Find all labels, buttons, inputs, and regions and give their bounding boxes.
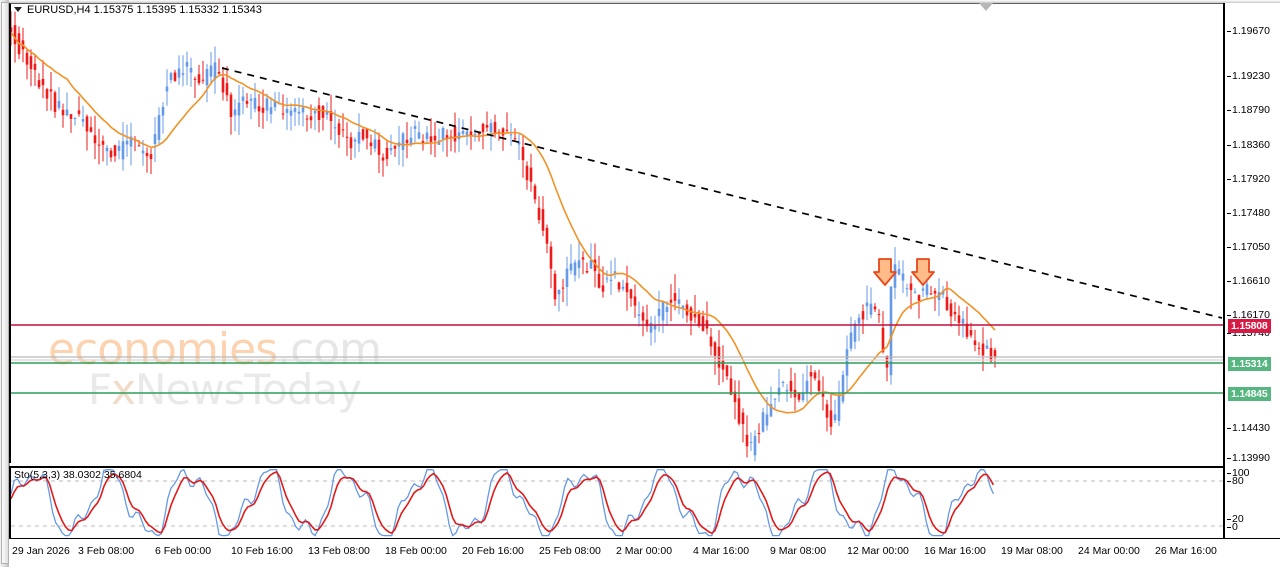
top-border-strip bbox=[9, 0, 1280, 3]
price-tick-label: 1.18790 bbox=[1227, 104, 1270, 116]
price-level-badge[interactable]: 1.14845 bbox=[1228, 387, 1271, 401]
price-tick-label: 1.16610 bbox=[1227, 275, 1270, 287]
price-tick-label: 1.19230 bbox=[1227, 70, 1270, 82]
time-tick-label: 12 Mar 00:00 bbox=[847, 545, 909, 557]
stochastic-main-line bbox=[11, 470, 995, 535]
time-tick-label: 25 Feb 08:00 bbox=[539, 545, 601, 557]
indicator-label: Sto(5,3,3) 38.0302 35.6804 bbox=[14, 469, 142, 481]
indicator-tick-label: 0 bbox=[1227, 521, 1238, 533]
vertical-scrollbar-thumb[interactable] bbox=[1, 2, 9, 564]
time-axis-strip bbox=[9, 538, 1280, 568]
time-tick-label: 19 Mar 08:00 bbox=[1001, 545, 1063, 557]
time-tick-label: 29 Jan 2026 bbox=[12, 545, 70, 557]
price-tick-label: 1.17920 bbox=[1227, 173, 1270, 185]
indicator-tick-label: 80 bbox=[1227, 475, 1244, 487]
time-tick-label: 9 Mar 08:00 bbox=[770, 545, 827, 557]
time-tick-label: 16 Mar 16:00 bbox=[924, 545, 986, 557]
moving-average-line bbox=[11, 31, 996, 414]
stochastic-signal-line bbox=[11, 468, 994, 537]
time-tick-label: 26 Mar 16:00 bbox=[1155, 545, 1217, 557]
watermark-economies: economies.com bbox=[48, 324, 382, 375]
price-tick-label: 1.14430 bbox=[1227, 422, 1270, 434]
price-tick-label: 1.13990 bbox=[1227, 452, 1270, 464]
pane-splitter-triangle-icon[interactable] bbox=[979, 3, 993, 11]
price-tick-label: 1.16170 bbox=[1227, 309, 1270, 321]
price-level-badge[interactable]: 1.15314 bbox=[1228, 357, 1271, 371]
symbol-ohlc-text: EURUSD,H4 1.15375 1.15395 1.15332 1.1534… bbox=[27, 4, 262, 16]
time-tick-label: 20 Feb 16:00 bbox=[462, 545, 524, 557]
price-axis-column[interactable] bbox=[1223, 3, 1280, 538]
indicator-tick-label: 100 bbox=[1227, 467, 1250, 479]
time-tick-label: 13 Feb 08:00 bbox=[308, 545, 370, 557]
price-tick-label: 1.19670 bbox=[1227, 25, 1270, 37]
sell-arrow-2[interactable] bbox=[911, 258, 935, 286]
price-tick-label: 1.18360 bbox=[1227, 139, 1270, 151]
candlestick-series bbox=[11, 11, 1223, 462]
time-tick-label: 4 Mar 16:00 bbox=[693, 545, 750, 557]
indicator-tick-label: 20 bbox=[1227, 513, 1244, 525]
price-level-badge[interactable]: 1.15808 bbox=[1228, 319, 1271, 333]
time-tick-label: 6 Feb 00:00 bbox=[155, 545, 212, 557]
price-tick-label: 1.17050 bbox=[1227, 241, 1270, 253]
time-tick-label: 18 Feb 00:00 bbox=[385, 545, 447, 557]
time-tick-label: 10 Feb 16:00 bbox=[231, 545, 293, 557]
chevron-down-icon[interactable] bbox=[14, 7, 22, 12]
descending-trendline bbox=[221, 67, 1223, 319]
stochastic-oscillator bbox=[11, 468, 1223, 537]
time-tick-label: 2 Mar 00:00 bbox=[616, 545, 673, 557]
price-tick-label: 1.17480 bbox=[1227, 207, 1270, 219]
sell-arrow-1[interactable] bbox=[873, 258, 897, 286]
price-chart-pane[interactable] bbox=[9, 3, 1225, 463]
watermark-fxnewstoday: FxNewsToday bbox=[88, 365, 362, 414]
time-tick-label: 3 Feb 08:00 bbox=[78, 545, 135, 557]
time-tick-label: 24 Mar 00:00 bbox=[1078, 545, 1140, 557]
symbol-header: EURUSD,H4 1.15375 1.15395 1.15332 1.1534… bbox=[14, 4, 262, 16]
